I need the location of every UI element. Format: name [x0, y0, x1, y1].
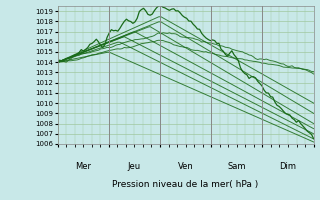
Text: Sam: Sam [228, 162, 246, 171]
Text: Dim: Dim [279, 162, 297, 171]
Text: Mer: Mer [75, 162, 91, 171]
Text: Ven: Ven [178, 162, 194, 171]
Text: Pression niveau de la mer( hPa ): Pression niveau de la mer( hPa ) [112, 180, 259, 189]
Text: Jeu: Jeu [128, 162, 141, 171]
